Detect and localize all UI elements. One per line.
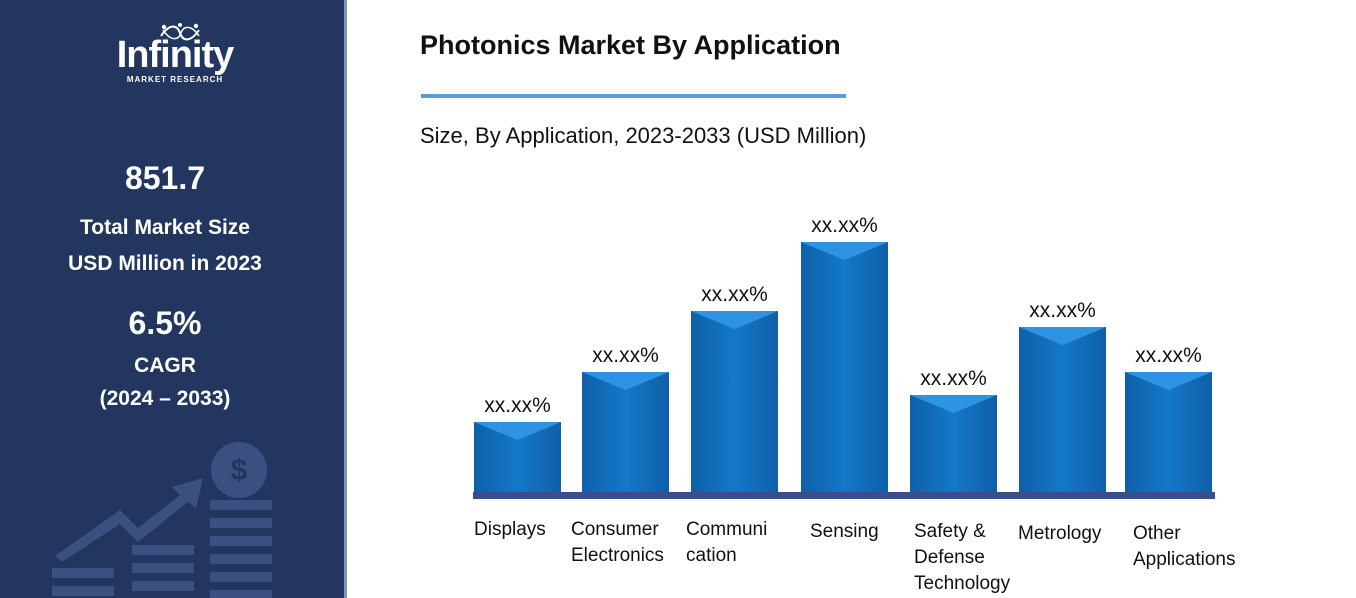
category-label: Displays bbox=[474, 519, 546, 540]
brand-name: Infinity bbox=[116, 34, 235, 76]
data-label: xx.xx% bbox=[1135, 344, 1202, 367]
svg-text:$: $ bbox=[231, 454, 248, 487]
logo-swirl-icon bbox=[160, 23, 200, 41]
data-label: xx.xx% bbox=[811, 214, 878, 237]
bar-chart: xx.xx% xx.xx% xx.xx% xx.xx% xx.xx% xx.xx% xx.x… bbox=[473, 214, 1215, 499]
bar-0 bbox=[474, 422, 561, 492]
data-label: xx.xx% bbox=[701, 283, 768, 306]
bar-cap bbox=[910, 395, 997, 413]
data-label: xx.xx% bbox=[1029, 299, 1096, 322]
market-size-value: 851.7 bbox=[124, 160, 206, 196]
bar-4 bbox=[910, 395, 997, 492]
market-size-unit-label: USD Million in 2023 bbox=[68, 252, 262, 275]
brand-logo: Infinity MARKET RESEARCH bbox=[105, 22, 245, 92]
cagr-period: (2024 – 2033) bbox=[99, 387, 231, 410]
data-label: xx.xx% bbox=[920, 367, 987, 390]
bar-5 bbox=[1019, 327, 1106, 492]
data-label: xx.xx% bbox=[484, 394, 551, 417]
sidebar-panel: Infinity MARKET RESEARCH 851.7 Total Mar… bbox=[0, 0, 344, 598]
x-axis-base bbox=[473, 492, 1215, 499]
bar-cap bbox=[1125, 372, 1212, 390]
bar-3 bbox=[801, 242, 888, 492]
bar-body bbox=[801, 242, 888, 492]
bar-cap bbox=[801, 242, 888, 260]
brand-tagline: MARKET RESEARCH bbox=[126, 75, 224, 84]
category-label: Metrology bbox=[1018, 523, 1102, 544]
bar-body bbox=[1125, 372, 1212, 492]
bar-body bbox=[1019, 327, 1106, 492]
bar-1 bbox=[582, 372, 669, 492]
category-label: Safety & Defense Technology bbox=[914, 521, 1011, 594]
bar-cap bbox=[582, 372, 669, 390]
title-underline bbox=[421, 94, 846, 98]
chart-title: Photonics Market By Application bbox=[420, 30, 841, 60]
category-label: Communi cation bbox=[686, 519, 768, 566]
cagr-value: 6.5% bbox=[128, 305, 202, 341]
chart-subtitle: Size, By Application, 2023-2033 (USD Mil… bbox=[420, 123, 867, 148]
category-label: Sensing bbox=[810, 521, 879, 542]
cagr-label: CAGR bbox=[134, 354, 196, 377]
market-size-label: Total Market Size bbox=[80, 216, 250, 239]
bar-body bbox=[582, 372, 669, 492]
bar-cap bbox=[474, 422, 561, 440]
bar-cap bbox=[691, 311, 778, 329]
data-label: xx.xx% bbox=[592, 344, 659, 367]
bar-6 bbox=[1125, 372, 1212, 492]
sidebar-divider bbox=[344, 0, 347, 598]
bar-body bbox=[691, 311, 778, 492]
category-label: Other Applications bbox=[1133, 523, 1236, 570]
growth-coins-icon: $ bbox=[52, 442, 272, 598]
bar-cap bbox=[1019, 327, 1106, 345]
category-label: Consumer Electronics bbox=[571, 519, 664, 566]
bar-2 bbox=[691, 311, 778, 492]
